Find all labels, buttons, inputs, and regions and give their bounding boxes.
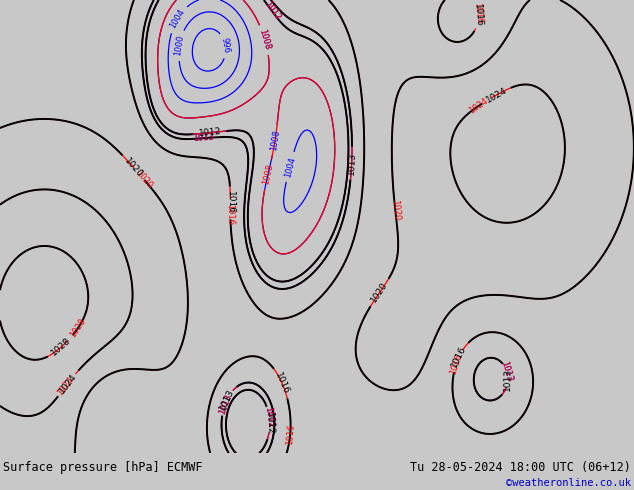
Text: 1024: 1024 xyxy=(467,97,489,116)
Text: 1024: 1024 xyxy=(484,86,508,105)
Text: 1013: 1013 xyxy=(347,151,357,175)
Text: 1012: 1012 xyxy=(263,406,275,428)
Text: 1024: 1024 xyxy=(58,371,79,395)
Text: 1028: 1028 xyxy=(49,336,73,358)
Text: ©weatheronline.co.uk: ©weatheronline.co.uk xyxy=(506,478,631,488)
Text: 1004: 1004 xyxy=(168,8,186,30)
Text: 1013: 1013 xyxy=(193,133,214,144)
Text: 1013: 1013 xyxy=(500,360,514,383)
Text: 1013: 1013 xyxy=(217,392,233,416)
Text: 1020: 1020 xyxy=(390,199,401,221)
Text: 996: 996 xyxy=(220,37,231,54)
Text: 1012: 1012 xyxy=(265,412,275,435)
Text: Surface pressure [hPa] ECMWF: Surface pressure [hPa] ECMWF xyxy=(3,461,203,474)
Text: 1012: 1012 xyxy=(262,0,282,23)
Text: 1024: 1024 xyxy=(56,375,75,397)
Text: 1016: 1016 xyxy=(285,423,295,445)
Text: 1020: 1020 xyxy=(134,169,155,191)
Text: 1013: 1013 xyxy=(193,133,214,144)
Text: 1016: 1016 xyxy=(273,371,291,395)
Text: 1013: 1013 xyxy=(503,368,512,391)
Text: 1012: 1012 xyxy=(262,0,282,23)
Text: 1016: 1016 xyxy=(473,3,483,27)
Text: 1028: 1028 xyxy=(68,317,87,340)
Text: 1013: 1013 xyxy=(218,388,236,412)
Text: 1008: 1008 xyxy=(257,28,272,51)
Text: 1012: 1012 xyxy=(198,127,222,138)
Text: 1020: 1020 xyxy=(122,156,145,179)
Text: 1016: 1016 xyxy=(450,344,468,369)
Text: 1000: 1000 xyxy=(174,34,186,56)
Text: 1020: 1020 xyxy=(370,281,390,305)
Text: 1008: 1008 xyxy=(269,129,281,151)
Text: 1004: 1004 xyxy=(283,156,297,178)
Text: 1016: 1016 xyxy=(226,192,235,215)
Text: 1016: 1016 xyxy=(226,204,235,225)
Text: 1008: 1008 xyxy=(261,163,275,186)
Text: 1013: 1013 xyxy=(500,360,514,383)
Text: 1013: 1013 xyxy=(217,392,233,416)
Text: 1012: 1012 xyxy=(263,406,275,428)
Text: 1016: 1016 xyxy=(449,353,463,375)
Text: 1008: 1008 xyxy=(257,28,272,51)
Text: Tu 28-05-2024 18:00 UTC (06+12): Tu 28-05-2024 18:00 UTC (06+12) xyxy=(410,461,631,474)
Text: 1016: 1016 xyxy=(472,2,484,25)
